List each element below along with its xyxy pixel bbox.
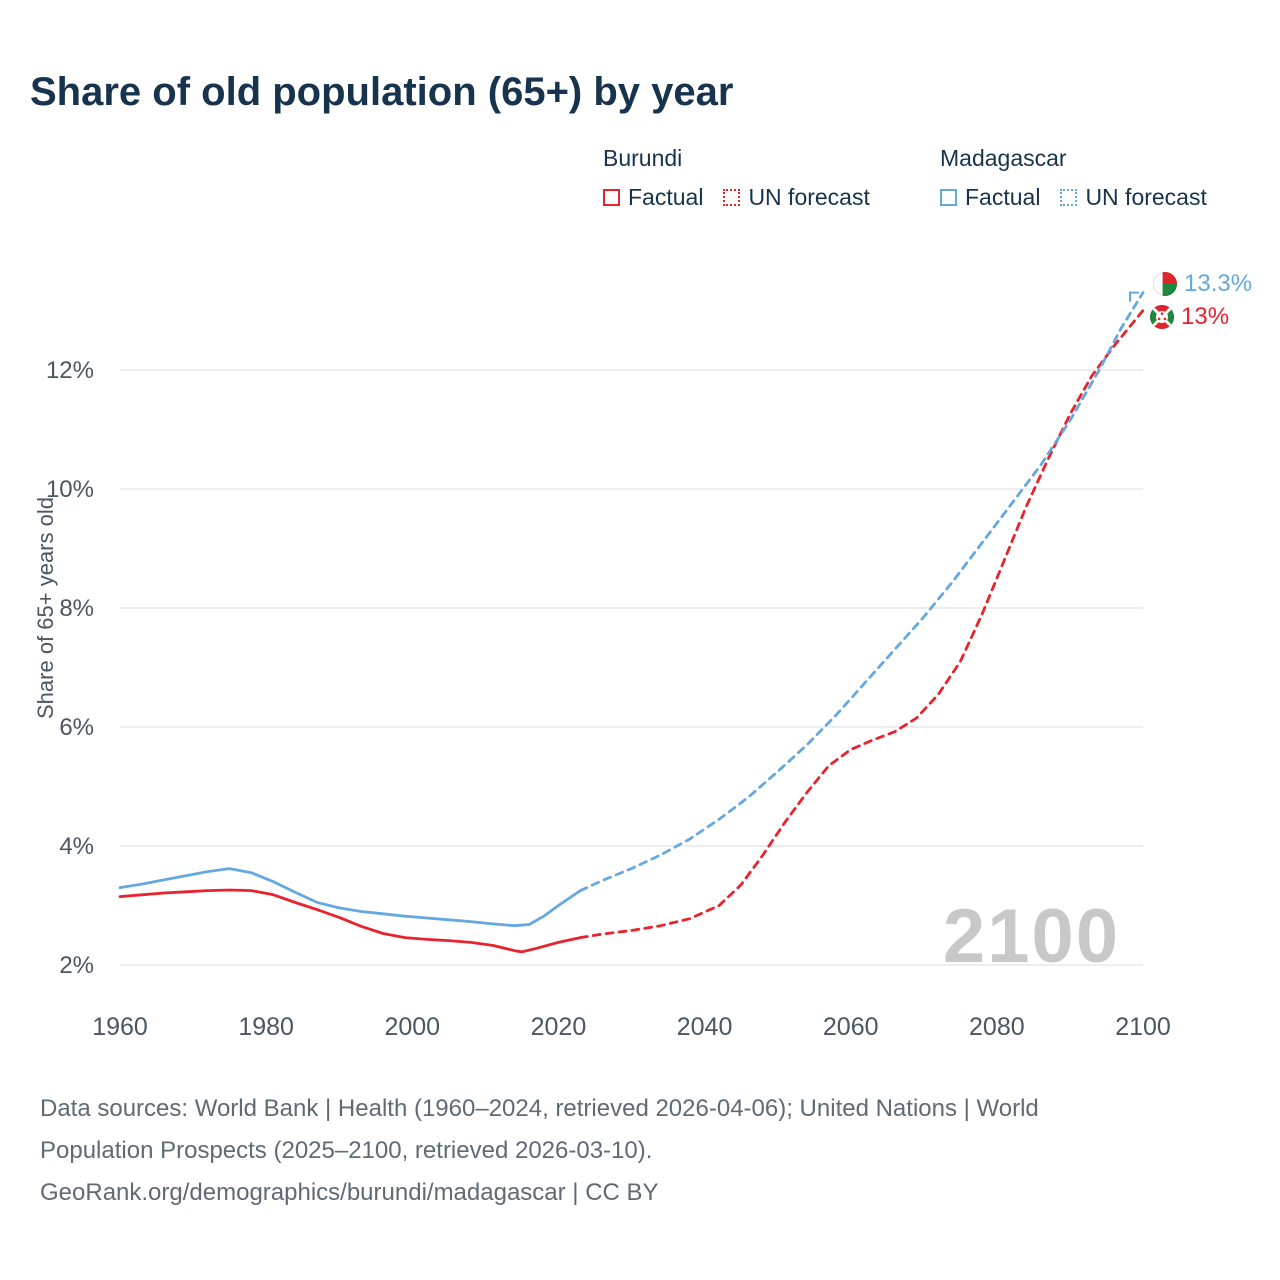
footer-attribution: GeoRank.org/demographics/burundi/madagas…	[40, 1179, 659, 1206]
x-tick-label: 2000	[384, 1013, 440, 1041]
legend-group-burundi: Burundi Factual UN forecast	[603, 145, 870, 211]
y-tick-label: 2%	[59, 952, 94, 979]
legend-item-burundi-factual: Factual	[603, 184, 703, 211]
data-sources-footer: Data sources: World Bank | Health (1960–…	[40, 1088, 1039, 1214]
y-tick-label: 6%	[59, 714, 94, 741]
series-line-madagascar-un-forecast	[579, 291, 1145, 892]
footer-line-1: Data sources: World Bank | Health (1960–…	[40, 1095, 1039, 1122]
end-value-burundi: 13%	[1181, 303, 1230, 330]
x-tick-label: 2100	[1115, 1013, 1171, 1041]
legend-item-label: UN forecast	[748, 184, 870, 210]
legend-item-label: Factual	[965, 184, 1041, 210]
series-line-madagascar-factual	[118, 867, 582, 928]
end-value-madagascar: 13.3%	[1184, 270, 1253, 297]
legend-items: Factual UN forecast	[603, 184, 870, 211]
series-line-burundi-factual	[118, 888, 582, 954]
burundi-flag-icon	[1150, 305, 1174, 329]
x-tick-label: 2040	[677, 1013, 733, 1041]
x-tick-label: 2060	[823, 1013, 879, 1041]
chart-canvas: 2% 4% 6% 8% 10% 12% 1960 1980 2000 2020 2040 2060 20…	[46, 291, 1171, 1041]
x-tick-label: 1980	[238, 1013, 294, 1041]
page-title: Share of old population (65+) by year	[30, 70, 734, 114]
burundi-factual-swatch-icon	[603, 189, 620, 206]
madagascar-forecast-swatch-icon	[1060, 189, 1078, 206]
x-tick-label: 2080	[969, 1013, 1025, 1041]
legend-country-name: Burundi	[603, 145, 683, 171]
y-tick-label: 12%	[46, 357, 94, 384]
legend-item-madagascar-factual: Factual	[940, 184, 1040, 211]
madagascar-flag-icon	[1153, 272, 1177, 296]
legend-group-madagascar: Madagascar Factual UN forecast	[940, 145, 1207, 211]
footer-line-2: Population Prospects (2025–2100, retriev…	[40, 1137, 653, 1164]
x-tick-label: 2020	[531, 1013, 587, 1041]
legend-item-madagascar-forecast: UN forecast	[1060, 184, 1207, 211]
legend-item-label: Factual	[628, 184, 704, 210]
endpoint-marker	[1129, 291, 1139, 302]
y-tick-label: 4%	[59, 833, 94, 860]
y-tick-label: 8%	[59, 595, 94, 622]
x-tick-label: 1960	[92, 1013, 148, 1041]
madagascar-factual-swatch-icon	[940, 189, 957, 206]
legend-items: Factual UN forecast	[940, 184, 1207, 211]
legend-item-label: UN forecast	[1085, 184, 1207, 210]
end-label-burundi: 13%	[1150, 303, 1229, 331]
burundi-forecast-swatch-icon	[723, 189, 741, 206]
y-tick-label: 10%	[46, 476, 94, 503]
series-line-burundi-un-forecast	[579, 309, 1145, 939]
legend-item-burundi-forecast: UN forecast	[723, 184, 870, 211]
end-label-madagascar: 13.3%	[1153, 270, 1252, 298]
legend-country-name: Madagascar	[940, 145, 1067, 171]
